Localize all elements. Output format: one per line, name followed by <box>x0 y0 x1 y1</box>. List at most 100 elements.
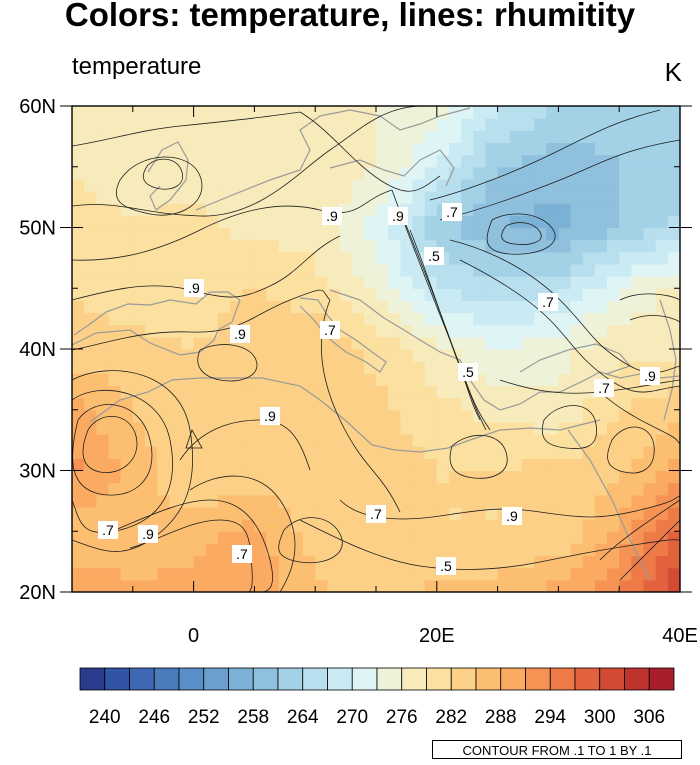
temperature-cell <box>132 300 146 314</box>
temperature-cell <box>132 421 146 435</box>
temperature-cell <box>303 579 316 592</box>
temperature-cell <box>558 567 572 581</box>
temperature-cell <box>509 494 523 508</box>
temperature-cell <box>120 178 134 192</box>
temperature-cell <box>96 567 110 581</box>
temperature-cell <box>485 191 499 204</box>
temperature-cell <box>254 494 268 508</box>
temperature-cell <box>278 373 292 387</box>
temperature-cell <box>436 178 450 192</box>
temperature-cell <box>351 215 365 229</box>
temperature-cell <box>230 300 243 314</box>
temperature-cell <box>72 579 85 592</box>
temperature-cell <box>254 142 268 156</box>
temperature-cell <box>157 446 170 459</box>
temperature-cell <box>521 263 535 277</box>
temperature-cell <box>594 494 608 508</box>
temperature-cell <box>303 421 316 435</box>
temperature-cell <box>570 251 584 265</box>
temperature-cell <box>473 458 487 472</box>
temperature-cell <box>363 154 377 168</box>
temperature-cell <box>315 470 328 484</box>
temperature-cell <box>72 555 85 569</box>
temperature-cell <box>96 494 110 508</box>
temperature-cell <box>144 397 158 411</box>
temperature-cell <box>667 397 680 411</box>
contour-line-label: .9 <box>322 207 342 225</box>
temperature-cell <box>400 409 414 423</box>
rh-contour <box>278 517 343 564</box>
temperature-cell <box>631 215 645 229</box>
temperature-cell <box>521 239 535 253</box>
temperature-cell <box>509 263 523 277</box>
temperature-cell <box>315 288 328 301</box>
temperature-cell <box>448 421 462 435</box>
temperature-cell <box>631 312 645 326</box>
temperature-cell <box>448 579 462 592</box>
temperature-cell <box>242 446 255 459</box>
temperature-cell <box>558 494 572 508</box>
temperature-cell <box>582 130 596 144</box>
temperature-cell <box>607 312 620 326</box>
temperature-cell <box>643 446 657 459</box>
temperature-cell <box>315 519 328 532</box>
temperature-cell <box>303 300 316 314</box>
temperature-cell <box>400 458 414 472</box>
temperature-cell <box>631 397 645 411</box>
temperature-cell <box>509 203 523 216</box>
temperature-cell <box>376 373 389 387</box>
temperature-cell <box>290 494 304 508</box>
coastline-north-africa <box>89 377 601 453</box>
temperature-cell <box>546 227 559 241</box>
temperature-cell <box>290 361 304 374</box>
temperature-cell <box>108 336 122 350</box>
temperature-cell <box>96 397 110 411</box>
colorbar-label: 294 <box>534 707 566 728</box>
temperature-cell <box>546 397 559 411</box>
temperature-cell <box>461 579 474 592</box>
temperature-cell <box>315 506 328 520</box>
temperature-cell <box>448 543 462 557</box>
temperature-cell <box>290 203 304 216</box>
temperature-cell <box>461 130 474 144</box>
temperature-cell <box>376 203 389 216</box>
temperature-cell <box>521 482 535 496</box>
temperature-cell <box>205 263 219 277</box>
temperature-cell <box>473 336 487 350</box>
temperature-cell <box>619 555 632 569</box>
temperature-cell <box>157 361 170 374</box>
temperature-cell <box>120 494 134 508</box>
temperature-cell <box>278 543 292 557</box>
temperature-cell <box>266 324 280 338</box>
temperature-cell <box>193 312 207 326</box>
temperature-cell <box>108 409 122 423</box>
temperature-cell <box>631 191 645 204</box>
temperature-cell <box>400 288 414 301</box>
temperature-cell <box>631 106 645 119</box>
rh-contour <box>501 222 542 245</box>
temperature-cell <box>242 142 255 156</box>
temperature-cell <box>144 106 158 119</box>
temperature-cell <box>230 567 243 581</box>
temperature-cell <box>546 166 559 180</box>
temperature-cell <box>521 251 535 265</box>
units-label: K <box>664 57 682 87</box>
temperature-cell <box>351 130 365 144</box>
temperature-cell <box>363 434 377 447</box>
temperature-cell <box>448 458 462 472</box>
temperature-cell <box>376 579 389 592</box>
temperature-cell <box>339 118 353 131</box>
temperature-cell <box>376 567 389 581</box>
temperature-cell <box>157 482 170 496</box>
temperature-cell <box>643 178 657 192</box>
temperature-cell <box>278 519 292 532</box>
temperature-cell <box>96 373 110 387</box>
temperature-cell <box>205 178 219 192</box>
temperature-cell <box>594 409 608 423</box>
temperature-cell <box>461 191 474 204</box>
temperature-cell <box>570 567 584 581</box>
temperature-cell <box>631 324 645 338</box>
temperature-cell <box>388 482 401 496</box>
temperature-cell <box>655 434 669 447</box>
